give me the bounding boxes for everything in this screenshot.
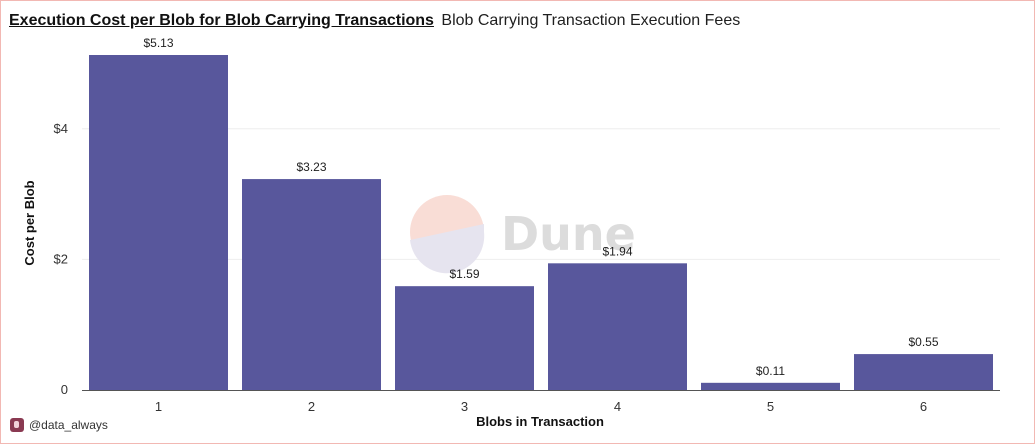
chart-subtitle: Blob Carrying Transaction Execution Fees xyxy=(441,12,741,29)
chart-header: Execution Cost per Blob for Blob Carryin… xyxy=(9,10,740,32)
y-tick-label: $2 xyxy=(54,251,68,266)
bar[interactable] xyxy=(89,55,228,390)
bar-value-label: $1.59 xyxy=(449,267,479,281)
bar-value-label: $0.55 xyxy=(908,335,938,349)
x-tick-label: 2 xyxy=(308,399,315,414)
bar-value-label: $3.23 xyxy=(296,160,326,174)
y-tick-label: $4 xyxy=(54,121,68,136)
bars xyxy=(89,55,993,390)
author-credit[interactable]: @data_always xyxy=(10,416,108,434)
x-tick-label: 1 xyxy=(155,399,162,414)
user-avatar-icon xyxy=(10,418,24,432)
x-tick-label: 6 xyxy=(920,399,927,414)
dune-logo-shade xyxy=(410,224,485,274)
bar[interactable] xyxy=(548,263,687,390)
bar[interactable] xyxy=(701,382,840,390)
bar-value-label: $5.13 xyxy=(143,36,173,50)
grid-lines xyxy=(82,128,1000,260)
author-handle: @data_always xyxy=(29,418,108,432)
bar[interactable] xyxy=(854,354,993,390)
data-labels: $5.13 $3.23 $1.59 $1.94 $0.11 $0.55 xyxy=(143,36,938,378)
y-tick-label: 0 xyxy=(61,382,68,397)
bar-value-label: $0.11 xyxy=(756,364,785,378)
x-axis-ticks: 1 2 3 4 5 6 xyxy=(155,399,927,414)
x-tick-label: 5 xyxy=(767,399,774,414)
x-axis-title: Blobs in Transaction xyxy=(476,414,604,429)
bar[interactable] xyxy=(242,179,381,390)
bar[interactable] xyxy=(395,286,534,390)
dune-watermark: Dune xyxy=(410,195,636,274)
x-tick-label: 3 xyxy=(461,399,468,414)
chart-title-link[interactable]: Execution Cost per Blob for Blob Carryin… xyxy=(9,12,434,29)
watermark-text: Dune xyxy=(501,207,636,261)
y-axis-ticks: 0 $2 $4 xyxy=(54,121,68,397)
y-axis-title: Cost per Blob xyxy=(22,180,37,265)
x-tick-label: 4 xyxy=(614,399,621,414)
bar-value-label: $1.94 xyxy=(602,244,632,258)
